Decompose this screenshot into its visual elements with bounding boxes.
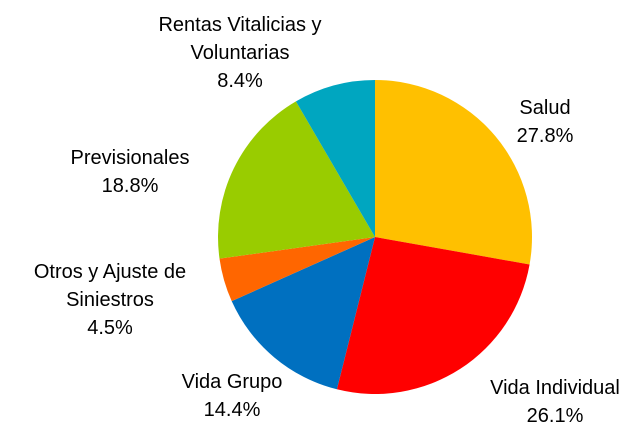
value-label: 26.1% [526,405,584,427]
pie-slice [219,237,375,302]
slice-label: Previsionales 18.8% [40,144,220,200]
slice-label: Salud 27.8% [485,94,605,150]
pie-slice [218,101,375,259]
value-label: 18.8% [101,175,159,197]
category-name: Otros y Ajuste de Siniestros [33,261,187,311]
slice-label: Vida Individual 26.1% [465,374,641,430]
slice-label: Rentas Vitalicias y Voluntarias 8.4% [133,11,348,95]
category-name: Previsionales [70,147,190,169]
category-name: Salud [519,97,571,119]
category-name: Vida Individual [490,377,620,399]
value-label: 8.4% [217,70,263,92]
slice-label: Otros y Ajuste de Siniestros 4.5% [10,258,210,342]
category-name: Vida Grupo [181,371,283,393]
slice-label: Vida Grupo 14.4% [152,368,312,424]
pie-slice [336,237,530,394]
pie-slice [231,237,375,390]
pie-slice [295,80,375,237]
pie-slice [375,80,532,265]
value-label: 27.8% [516,125,574,147]
category-name: Rentas Vitalicias y Voluntarias [158,14,322,64]
value-label: 4.5% [87,317,133,339]
value-label: 14.4% [203,399,261,421]
